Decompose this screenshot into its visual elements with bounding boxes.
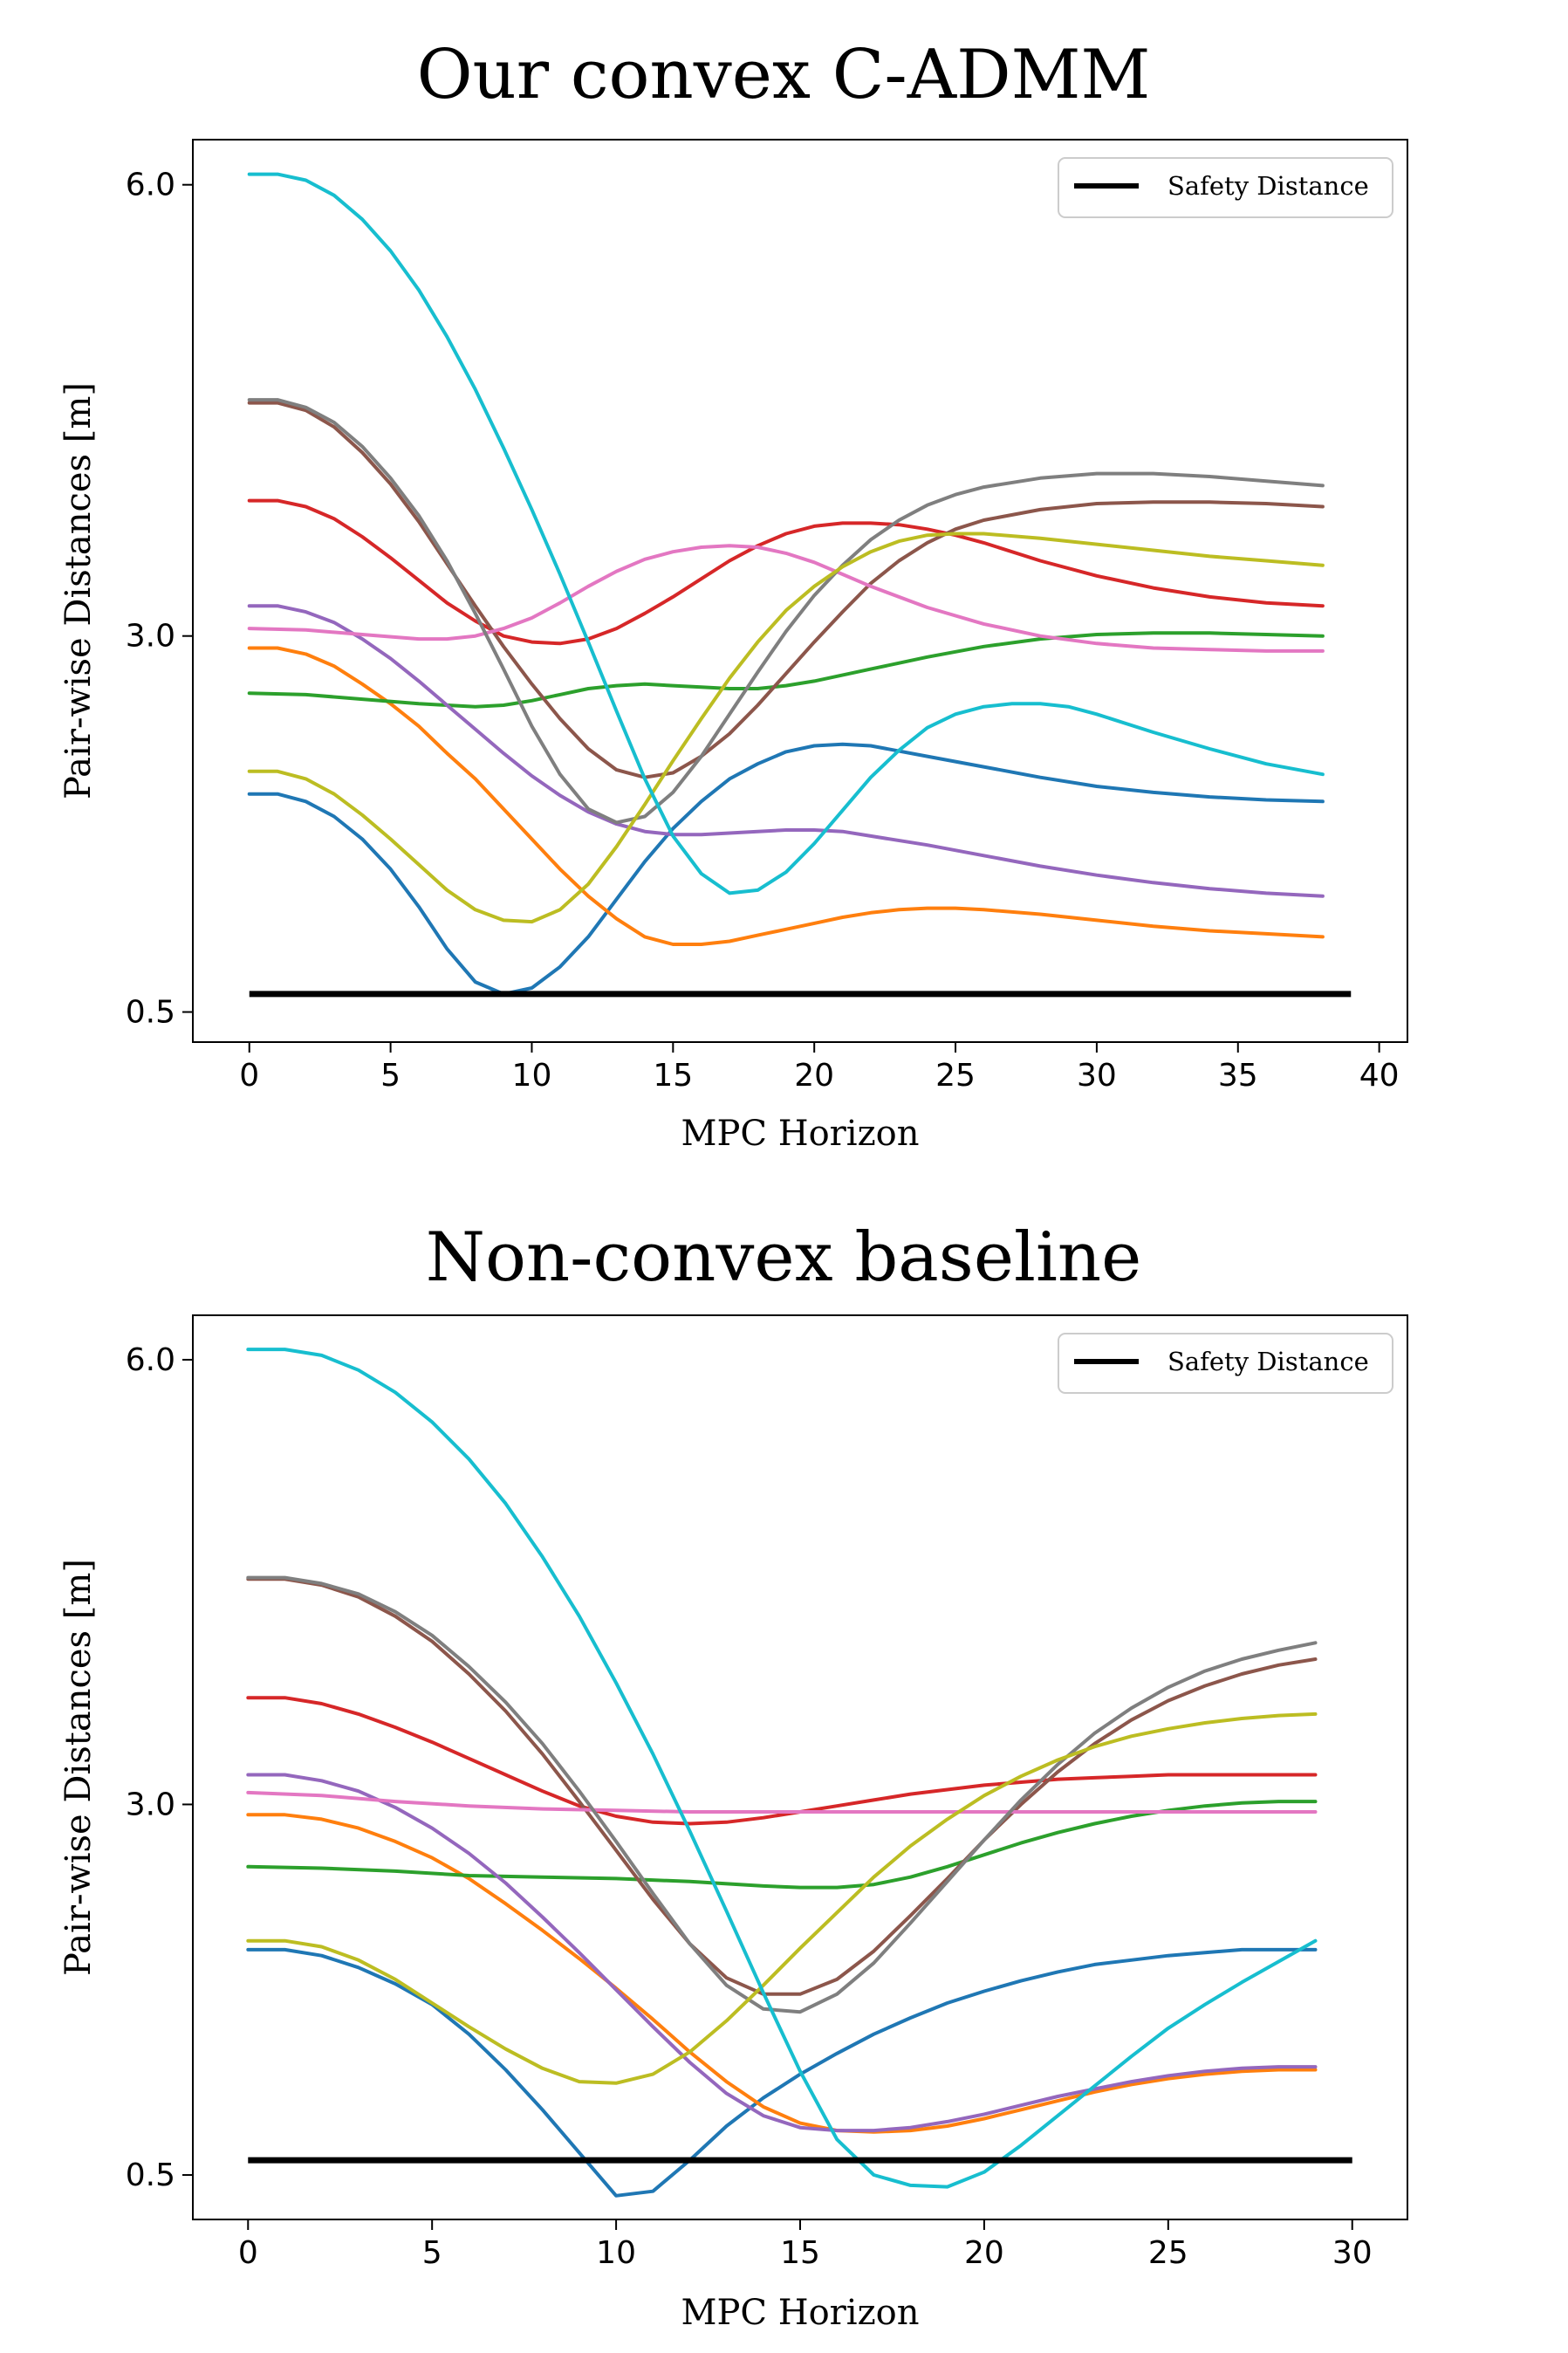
x-tick-label: 5 xyxy=(422,2235,442,2271)
series-line-4 xyxy=(247,498,1325,646)
series-line-4 xyxy=(246,1696,1318,1826)
chart-nonconvex-baseline: Non-convex baseline 0 5 10 15 20 25 30 0.5 3.0 6.… xyxy=(58,1218,1408,2333)
plot-frame xyxy=(192,1314,1408,2220)
x-tick-label: 5 xyxy=(380,1058,401,1094)
x-tick-label: 15 xyxy=(780,2235,820,2271)
y-tick-label: 3.0 xyxy=(126,619,175,655)
y-axis-label: Pair-wise Distances [m] xyxy=(58,382,99,799)
series-line-7 xyxy=(246,1790,1318,1814)
x-tick-label: 30 xyxy=(1077,1058,1117,1094)
x-tick-label: 10 xyxy=(596,2235,636,2271)
x-tick-label: 0 xyxy=(238,2235,258,2271)
y-tick-label: 6.0 xyxy=(126,168,175,203)
plot-frame xyxy=(192,139,1408,1043)
y-axis-label: Pair-wise Distances [m] xyxy=(58,1559,99,1976)
legend-box xyxy=(1058,1333,1393,1394)
x-tick-label: 20 xyxy=(964,2235,1004,2271)
legend-box xyxy=(1058,157,1393,218)
series-line-1 xyxy=(247,742,1325,996)
series-line-6 xyxy=(246,1577,1318,1996)
series-line-2 xyxy=(247,646,1325,946)
chart-title: Non-convex baseline xyxy=(426,1218,1142,1297)
series-line-10 xyxy=(246,1348,1318,2189)
x-tick-label: 25 xyxy=(935,1058,976,1094)
x-tick-label: 35 xyxy=(1218,1058,1258,1094)
x-axis-label: MPC Horizon xyxy=(681,1114,920,1154)
y-tick-label: 0.5 xyxy=(126,995,175,1031)
chart-title: Our convex C-ADMM xyxy=(417,36,1151,114)
x-tick-label: 20 xyxy=(794,1058,834,1094)
y-tick-label: 3.0 xyxy=(126,1787,175,1822)
x-axis-label: MPC Horizon xyxy=(681,2293,920,2333)
series-line-5 xyxy=(246,1773,1318,2133)
chart-convex-cadmm: Our convex C-ADMM 0 5 10 15 20 25 30 35 40 0.5 3.0… xyxy=(58,36,1408,1154)
series-line-7 xyxy=(247,544,1325,653)
series-line-8 xyxy=(246,1575,1318,2014)
x-tick-label: 0 xyxy=(239,1058,259,1094)
legend: Safety Distance xyxy=(1058,1333,1393,1394)
legend: Safety Distance xyxy=(1058,157,1393,218)
legend-safety-label: Safety Distance xyxy=(1167,1347,1369,1376)
series-line-9 xyxy=(247,532,1325,924)
x-tick-label: 25 xyxy=(1148,2235,1188,2271)
y-tick-label: 6.0 xyxy=(126,1342,175,1378)
legend-safety-label: Safety Distance xyxy=(1167,171,1369,201)
series-line-10 xyxy=(247,172,1325,895)
series-line-8 xyxy=(247,398,1325,825)
x-tick-label: 40 xyxy=(1359,1058,1400,1094)
x-tick-label: 15 xyxy=(653,1058,693,1094)
series-line-3 xyxy=(247,631,1325,709)
x-tick-label: 30 xyxy=(1332,2235,1373,2271)
y-tick-label: 0.5 xyxy=(126,2157,175,2193)
x-tick-label: 10 xyxy=(512,1058,552,1094)
series-line-9 xyxy=(246,1712,1318,2085)
series-line-3 xyxy=(246,1800,1318,1890)
series-line-2 xyxy=(246,1813,1318,2134)
